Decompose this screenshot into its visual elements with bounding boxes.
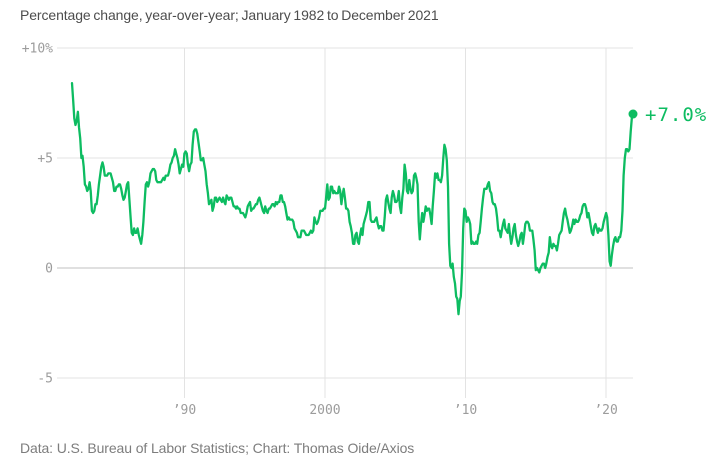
end-value-label: +7.0% [645, 104, 707, 126]
y-tick-label: -5 [37, 372, 53, 387]
cpi-line [70, 82, 635, 316]
y-tick-label: +10% [22, 42, 53, 57]
y-tick-label: 0 [45, 262, 53, 277]
x-tick-label: 2000 [309, 403, 340, 418]
y-tick-label: +5 [37, 152, 53, 167]
chart-subtitle: Percentage change, year-over-year; Janua… [20, 7, 439, 23]
end-dot [628, 109, 638, 119]
x-tick-label: ’90 [173, 403, 196, 418]
source-credit: Data: U.S. Bureau of Labor Statistics; C… [20, 440, 415, 456]
x-tick-label: ’20 [594, 403, 617, 418]
x-tick-label: ’10 [454, 403, 477, 418]
